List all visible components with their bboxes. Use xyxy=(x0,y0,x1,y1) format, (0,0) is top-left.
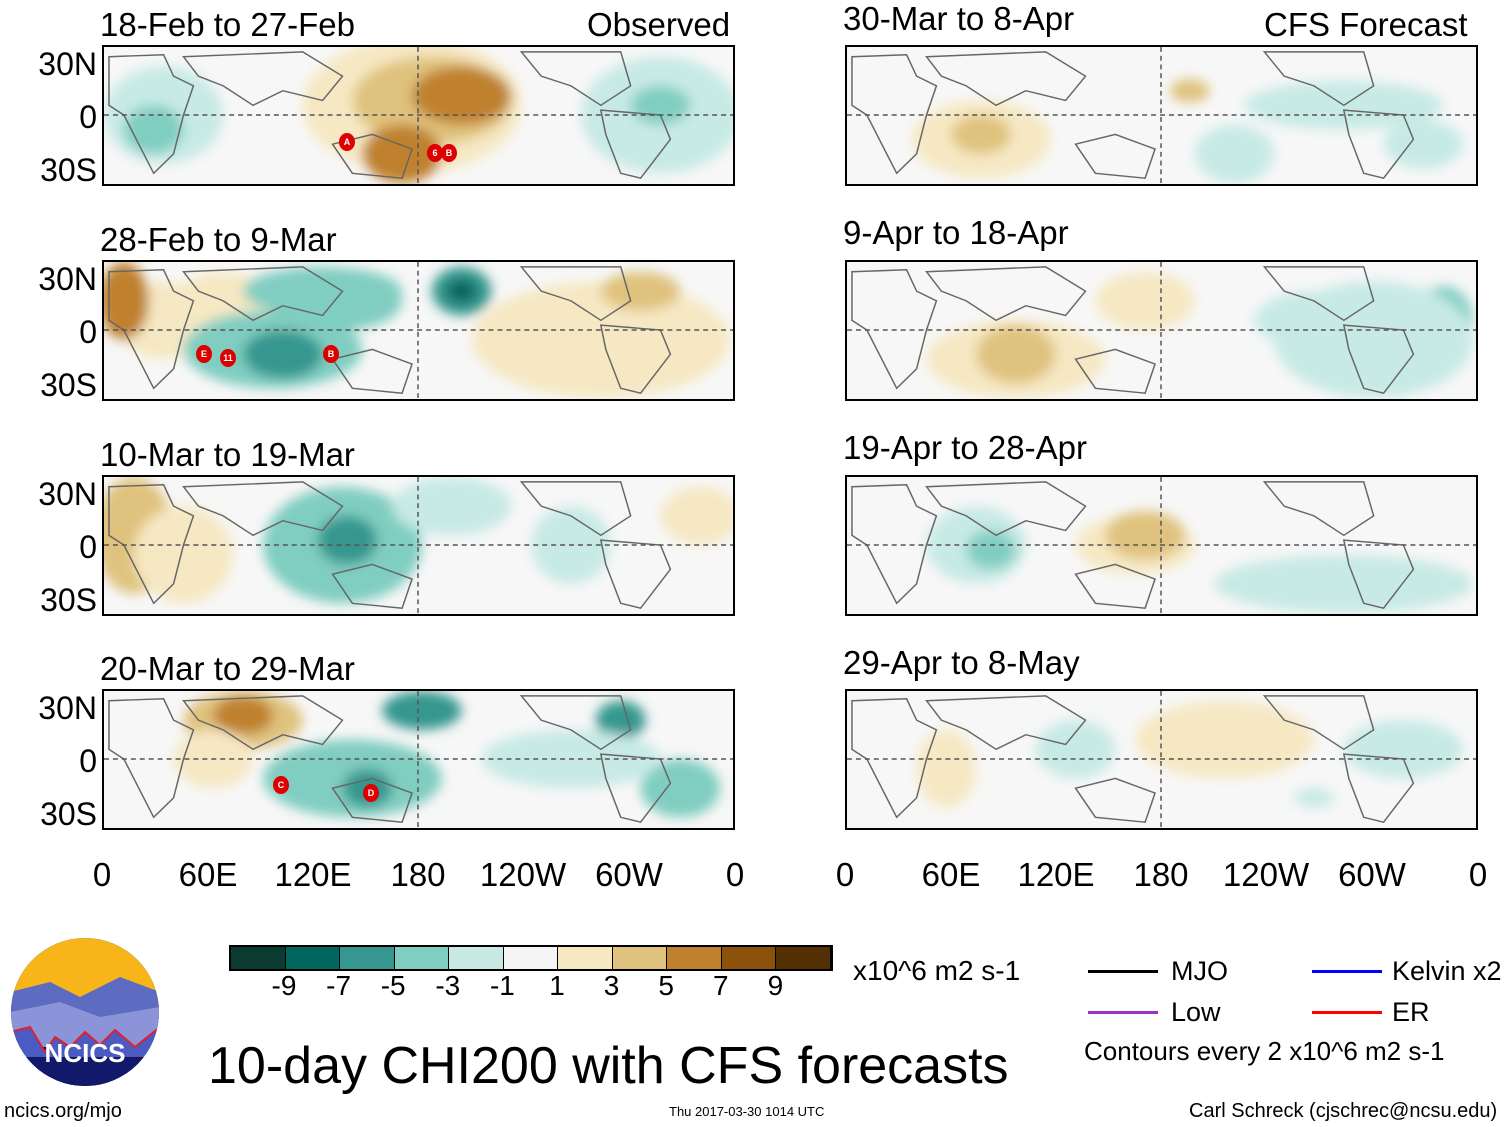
storm-marker: 11 xyxy=(220,349,236,367)
lon-label: 120W xyxy=(1222,856,1310,893)
chi200-map-panel: E 11 B xyxy=(102,260,735,401)
storm-marker: B xyxy=(323,345,339,363)
lat-label: 30S xyxy=(40,152,97,188)
colorbar-swatch xyxy=(558,947,613,969)
panel-title: 29-Apr to 8-May xyxy=(843,644,1080,681)
ncics-logo: NCICS xyxy=(11,938,159,1086)
chi200-map-panel xyxy=(845,45,1478,186)
colorbar-tick-label: 9 xyxy=(767,970,784,1001)
legend-line-low xyxy=(1088,1011,1158,1014)
observed-label: Observed xyxy=(587,6,731,43)
lat-label: 30N xyxy=(38,46,97,82)
lon-label: 60W xyxy=(1338,856,1406,893)
colorbar-tick-label: -3 xyxy=(435,970,461,1001)
colorbar-swatch xyxy=(667,947,722,969)
storm-marker: D xyxy=(363,784,379,802)
storm-marker: A xyxy=(339,133,355,151)
lat-label: 30N xyxy=(38,476,97,512)
colorbar-tick-label: -9 xyxy=(271,970,297,1001)
colorbar-tick-label: -7 xyxy=(326,970,352,1001)
url-link[interactable]: ncics.org/mjo xyxy=(4,1100,122,1122)
lat-label: 30S xyxy=(40,796,97,832)
storm-marker: C xyxy=(273,776,289,794)
lon-label: 180 xyxy=(1133,856,1189,893)
colorbar-tick-label: 5 xyxy=(658,970,674,1001)
lon-label: 60W xyxy=(595,856,663,893)
panel-title: 28-Feb to 9-Mar xyxy=(100,221,337,258)
credit: Carl Schreck (cjschrec@ncsu.edu) xyxy=(1189,1100,1498,1122)
colorbar-tick-label: 1 xyxy=(549,970,565,1001)
contour-note: Contours every 2 x10^6 m2 s-1 xyxy=(1084,1036,1445,1066)
panel-title: 30-Mar to 8-Apr xyxy=(843,0,1075,37)
legend-label: Kelvin x2 xyxy=(1392,956,1502,986)
svg-text:NCICS: NCICS xyxy=(45,1038,126,1068)
colorbar xyxy=(229,945,833,971)
colorbar-tick-label: -5 xyxy=(380,970,406,1001)
lat-label: 0 xyxy=(79,743,97,779)
legend-label: MJO xyxy=(1171,956,1228,986)
lon-label: 0 xyxy=(1468,856,1488,893)
colorbar-swatch xyxy=(231,947,286,969)
colorbar-swatch xyxy=(340,947,395,969)
lon-label: 120E xyxy=(1017,856,1095,893)
panel-title: 19-Apr to 28-Apr xyxy=(843,429,1087,466)
lat-label: 30N xyxy=(38,690,97,726)
colorbar-swatch xyxy=(612,947,667,969)
legend-line-kelvin xyxy=(1312,970,1382,973)
lon-label: 120E xyxy=(274,856,352,893)
lat-label: 0 xyxy=(79,529,97,565)
colorbar-tick-label: -1 xyxy=(489,970,515,1001)
colorbar-swatch xyxy=(394,947,449,969)
legend-label: ER xyxy=(1392,997,1430,1027)
legend-line-er xyxy=(1312,1011,1382,1014)
lon-label: 60E xyxy=(178,856,238,893)
storm-marker: E xyxy=(196,345,212,363)
colorbar-tick-label: 3 xyxy=(603,970,620,1001)
cfs-forecast-label: CFS Forecast xyxy=(1264,6,1468,43)
panel-title: 20-Mar to 29-Mar xyxy=(100,650,355,687)
lon-label: 0 xyxy=(725,856,745,893)
storm-marker: B xyxy=(441,144,457,162)
colorbar-units: x10^6 m2 s-1 xyxy=(853,955,1021,986)
timestamp: Thu 2017-03-30 1014 UTC xyxy=(669,1104,825,1119)
chi200-map-panel xyxy=(845,689,1478,830)
lat-label: 30N xyxy=(38,261,97,297)
colorbar-swatch xyxy=(503,947,558,969)
lon-label: 0 xyxy=(835,856,855,893)
colorbar-swatch xyxy=(285,947,340,969)
colorbar-swatch xyxy=(449,947,504,969)
figure-title: 10-day CHI200 with CFS forecasts xyxy=(208,1037,1009,1095)
lon-label: 60E xyxy=(921,856,981,893)
lat-label: 0 xyxy=(79,314,97,350)
chi200-map-panel xyxy=(102,475,735,616)
lon-label: 0 xyxy=(92,856,112,893)
lat-label: 0 xyxy=(79,99,97,135)
panel-title: 10-Mar to 19-Mar xyxy=(100,436,355,473)
panel-title: 18-Feb to 27-Feb xyxy=(100,6,355,43)
legend-line-mjo xyxy=(1088,970,1158,973)
colorbar-tick-label: 7 xyxy=(713,970,729,1001)
lat-label: 30S xyxy=(40,582,97,618)
colorbar-swatch xyxy=(721,947,776,969)
legend-label: Low xyxy=(1171,997,1221,1027)
lon-label: 120W xyxy=(479,856,567,893)
lon-label: 180 xyxy=(390,856,446,893)
chi200-map-panel xyxy=(845,260,1478,401)
storm-marker: 6 xyxy=(427,144,443,162)
lat-label: 30S xyxy=(40,367,97,403)
chi200-map-panel xyxy=(845,475,1478,616)
panel-title: 9-Apr to 18-Apr xyxy=(843,214,1069,251)
colorbar-swatch xyxy=(776,947,831,969)
